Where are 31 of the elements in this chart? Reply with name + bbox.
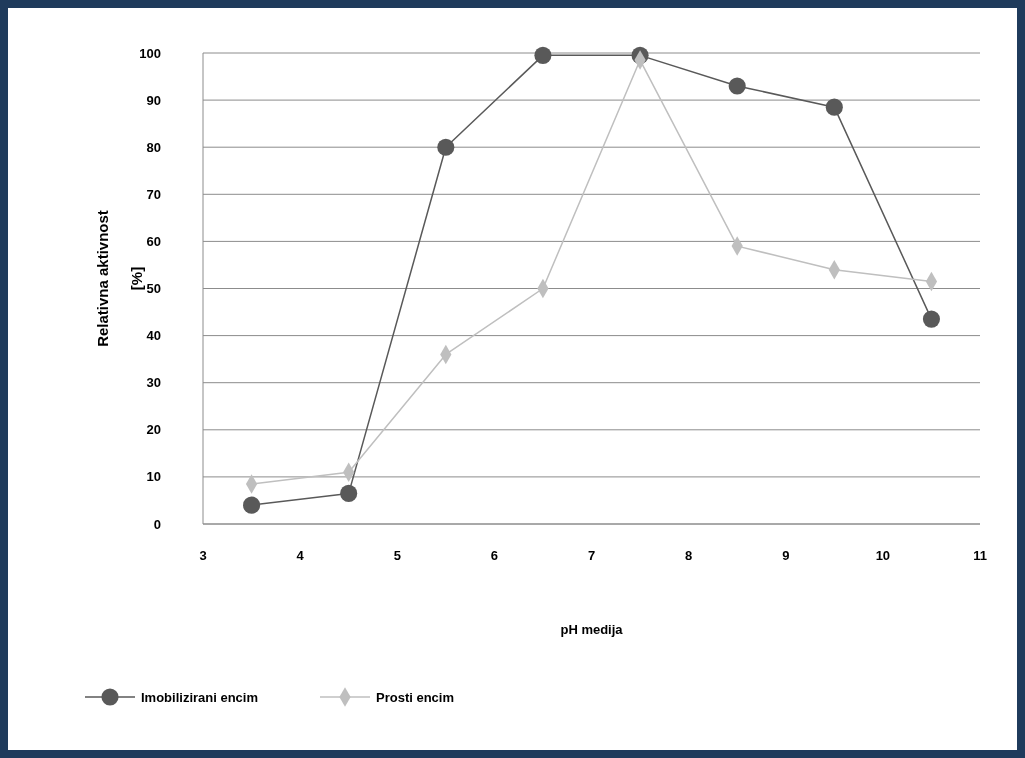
- point: [922, 310, 940, 328]
- x-tick-label: 8: [685, 548, 693, 563]
- x-tick-label: 9: [782, 548, 790, 563]
- x-axis-title: pH medija: [560, 622, 624, 637]
- x-tick-label: 6: [490, 548, 498, 563]
- y-tick-label: 20: [146, 422, 161, 438]
- legend-label: Prosti encim: [376, 689, 455, 705]
- y-tick-label: 40: [146, 328, 161, 344]
- x-tick-label: 11: [973, 548, 987, 563]
- y-axis-title: Relativna aktivnost [%]: [94, 210, 145, 347]
- point: [825, 98, 843, 116]
- y-tick-label: 100: [139, 45, 161, 61]
- x-tick-label: 5: [393, 548, 401, 563]
- point: [728, 77, 746, 95]
- x-tick-label: 10: [875, 548, 891, 563]
- point: [340, 484, 358, 502]
- y-tick-label: 70: [146, 186, 161, 202]
- y-tick-label: 80: [146, 139, 161, 155]
- x-tick-label: 7: [587, 548, 596, 563]
- legend-label: Imobilizirani encim: [141, 689, 259, 705]
- y-tick-label: 90: [146, 92, 161, 108]
- x-tick-label: 3: [199, 548, 207, 563]
- point: [243, 496, 261, 514]
- point: [534, 46, 552, 64]
- y-tick-label: 0: [153, 516, 161, 532]
- y-tick-label: 30: [146, 375, 161, 391]
- y-tick-label: 60: [146, 233, 161, 249]
- y-tick-label: 10: [146, 469, 161, 485]
- y-tick-label: 50: [146, 281, 161, 297]
- point: [437, 138, 455, 156]
- x-tick-label: 4: [296, 548, 305, 563]
